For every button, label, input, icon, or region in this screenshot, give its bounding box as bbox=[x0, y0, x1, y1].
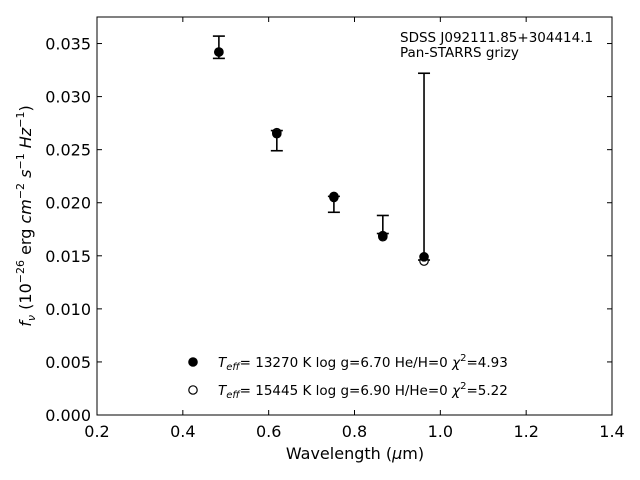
model-point-filled bbox=[329, 191, 339, 202]
y-tick-label: 0.025 bbox=[45, 141, 91, 160]
annotation-object-name: SDSS J092111.85+304414.1 bbox=[400, 30, 593, 46]
y-tick-label: 0.015 bbox=[45, 247, 91, 266]
legend-marker-filled bbox=[188, 357, 198, 367]
y-tick-label: 0.035 bbox=[45, 35, 91, 54]
model-point-filled bbox=[378, 230, 388, 241]
y-tick-label: 0.005 bbox=[45, 353, 91, 372]
x-tick-label: 0.8 bbox=[342, 422, 367, 441]
y-tick-label: 0.000 bbox=[45, 406, 91, 425]
y-tick-label: 0.010 bbox=[45, 300, 91, 319]
legend-entry-text: Teff= 13270 K log g=6.70 He/H=0 χ2=4.93 bbox=[218, 353, 508, 373]
x-tick-label: 0.6 bbox=[256, 422, 281, 441]
y-tick-label: 0.030 bbox=[45, 88, 91, 107]
annotation-survey: Pan-STARRS grizy bbox=[400, 45, 519, 61]
y-axis-ticks: 0.000 0.005 0.010 0.015 0.020 0.025 0.030 0.035 bbox=[45, 35, 612, 425]
x-tick-label: 1.0 bbox=[428, 422, 453, 441]
model-point-filled bbox=[272, 128, 282, 139]
x-axis-ticks: 0.2 0.4 0.6 0.8 1.0 1.2 1.4 bbox=[84, 17, 625, 441]
y-axis-label: fν (10−26 erg cm−2 s−1 Hz−1) bbox=[14, 105, 38, 326]
model-point-filled bbox=[214, 47, 224, 57]
x-tick-label: 1.2 bbox=[513, 422, 538, 441]
x-tick-label: 1.4 bbox=[599, 422, 624, 441]
model-point-filled bbox=[419, 252, 429, 262]
data-markers bbox=[214, 47, 429, 266]
x-axis-label: Wavelength (μm) bbox=[286, 444, 424, 463]
y-tick-label: 0.020 bbox=[45, 194, 91, 213]
legend: Teff= 13270 K log g=6.70 He/H=0 χ2=4.93 T… bbox=[188, 353, 508, 401]
x-tick-label: 0.4 bbox=[170, 422, 195, 441]
legend-marker-open bbox=[188, 385, 198, 395]
x-tick-label: 0.2 bbox=[84, 422, 109, 441]
legend-entry-text: Teff= 15445 K log g=6.90 H/He=0 χ2=5.22 bbox=[218, 381, 508, 401]
error-bars bbox=[212, 35, 431, 261]
